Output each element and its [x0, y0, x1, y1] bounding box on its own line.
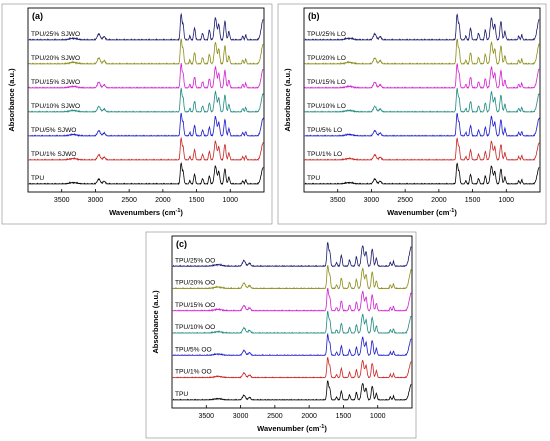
x-tick-label: 3500 [330, 197, 346, 204]
x-tick-label: 1000 [222, 197, 238, 204]
series-label: TPU/10% OO [175, 324, 215, 331]
series-line [172, 332, 412, 357]
series-line [172, 287, 412, 312]
series-label: TPU [175, 391, 188, 398]
series-label: TPU/1% LO [307, 151, 342, 158]
x-tick-label: 1500 [336, 413, 352, 420]
x-tick-label: 3500 [198, 413, 214, 420]
series-label: TPU [31, 175, 44, 182]
series-line [172, 310, 412, 335]
panel-b: (b) 3500 3000 2500 2000 1500 1000 Wavenumber (c… [277, 3, 547, 225]
series-label: TPU/20% OO [175, 280, 215, 287]
series-label: TPU/10% SJWO [31, 103, 80, 110]
series-line [172, 380, 412, 401]
panel-label: (b) [308, 11, 320, 21]
x-tick-label: 1000 [498, 197, 514, 204]
x-tick-label: 2500 [267, 413, 283, 420]
x-tick-label: 3500 [54, 197, 70, 204]
series-label: TPU/1% SJWO [31, 151, 76, 158]
series-label: TPU/10% LO [307, 103, 346, 110]
series-line [28, 112, 264, 137]
panel-label: (a) [32, 11, 43, 21]
series-line [172, 265, 412, 290]
panel-frame [277, 3, 547, 225]
x-tick-label: 1500 [465, 197, 481, 204]
x-tick-label: 3000 [364, 197, 380, 204]
x-axis-label: Wavenumber (cm-1) [387, 208, 457, 217]
series-label: TPU/20% LO [307, 55, 346, 62]
x-tick-label: 2000 [301, 413, 317, 420]
x-axis-label: Wavenumber (cm-1) [257, 424, 327, 433]
series-label: TPU/1% OO [175, 369, 212, 376]
series-line [28, 38, 264, 65]
y-axis-label: Absorbance (a.u.) [283, 68, 292, 132]
x-axis-label: Wavenumbers (cm-1) [109, 208, 183, 217]
x-tick-label: 2000 [155, 197, 171, 204]
series-label: TPU/20% SJWO [31, 55, 80, 62]
series-line [304, 137, 540, 161]
series-label: TPU/5% SJWO [31, 127, 76, 134]
panel-a: (a) 3500 3000 2500 2000 1500 1000 Wavenumbers (… [1, 3, 273, 225]
series-label: TPU [307, 175, 320, 182]
y-axis-label: Absorbance (a.u.) [7, 68, 16, 132]
series-label: TPU/5% OO [175, 346, 212, 353]
series-line [304, 13, 540, 42]
series-line [172, 241, 412, 268]
x-tick-label: 3000 [88, 197, 104, 204]
series-line [304, 162, 540, 185]
series-line [28, 87, 264, 113]
y-axis-label: Absorbance (a.u.) [151, 290, 160, 354]
series-line [304, 63, 540, 89]
series-line [28, 63, 264, 89]
series-label: TPU/5% LO [307, 127, 342, 134]
series-label: TPU/15% OO [175, 302, 215, 309]
panel-frame [1, 3, 273, 225]
series-line [28, 12, 264, 42]
series-line [28, 136, 264, 162]
x-tick-label: 1000 [370, 413, 386, 420]
series-line [304, 112, 540, 137]
x-tick-label: 2500 [397, 197, 413, 204]
panel-label: (c) [176, 239, 187, 249]
series-line [304, 87, 540, 113]
panel-c: (c) 3500 3000 2500 2000 1500 1000 Wavenumber (c… [145, 231, 417, 439]
series-label: TPU/25% SJWO [31, 31, 80, 38]
x-tick-label: 1500 [189, 197, 205, 204]
plot-area [27, 7, 265, 193]
x-tick-label: 3000 [233, 413, 249, 420]
x-tick-label: 2500 [121, 197, 137, 204]
series-label: TPU/15% LO [307, 79, 346, 86]
series-label: TPU/25% OO [175, 257, 215, 264]
series-line [304, 38, 540, 66]
plot-area [171, 235, 413, 409]
x-tick-label: 2000 [431, 197, 447, 204]
panel-frame [145, 231, 417, 439]
series-line [28, 161, 264, 186]
plot-area [303, 7, 541, 193]
series-label: TPU/15% SJWO [31, 79, 80, 86]
series-line [172, 356, 412, 379]
series-label: TPU/25% LO [307, 31, 346, 38]
